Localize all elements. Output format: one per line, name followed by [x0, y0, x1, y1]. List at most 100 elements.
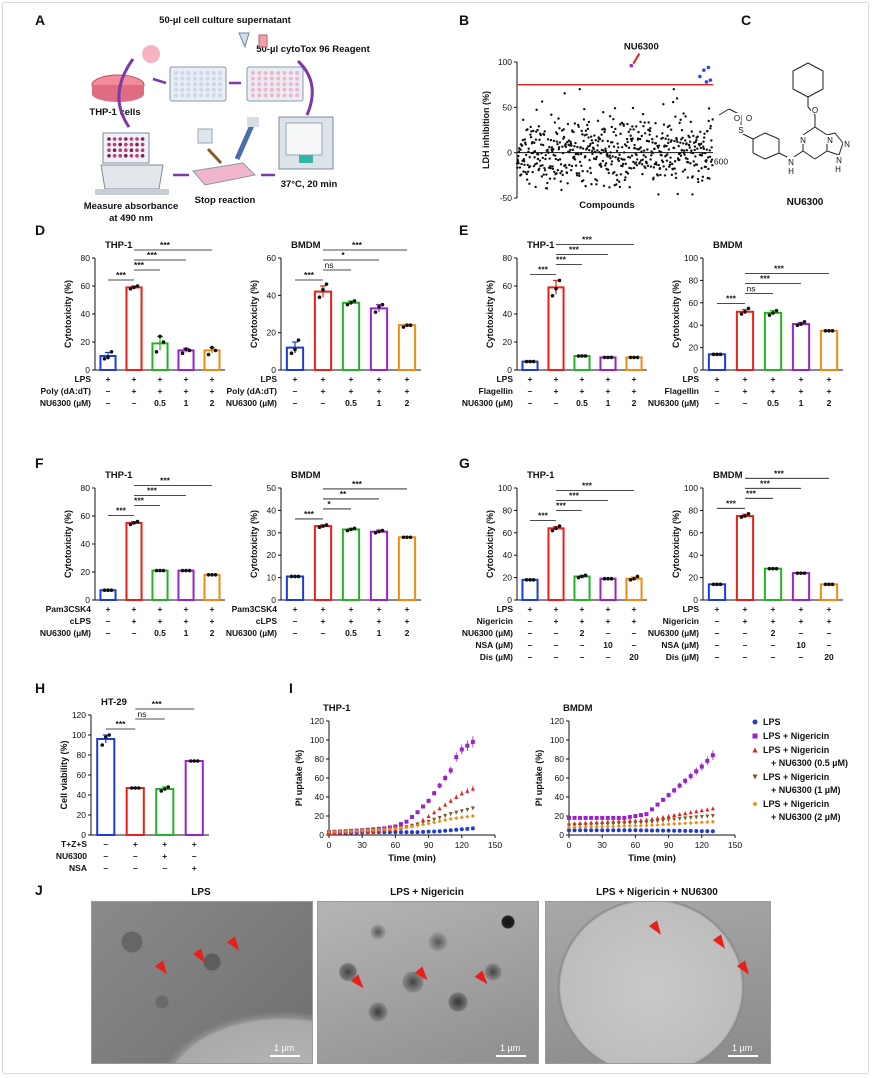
compound-point: [542, 173, 545, 176]
panel-letter-b: B: [459, 12, 469, 28]
series-marker: [448, 768, 453, 773]
compound-point: [674, 172, 677, 175]
compound-point: [528, 156, 531, 159]
pipette-icon: [234, 121, 256, 161]
compound-point: [709, 127, 712, 130]
plate-well: [263, 93, 268, 98]
chart-title: THP-1: [105, 470, 133, 481]
compound-point: [540, 152, 543, 155]
bar: [313, 290, 333, 372]
compound-point: [573, 158, 577, 161]
x-axis-label: Time (min): [628, 853, 676, 864]
plate-well: [199, 71, 204, 75]
condition-cell: –: [743, 640, 748, 650]
condition-cell: 1: [799, 398, 804, 408]
compound-point: [652, 176, 655, 180]
series-marker: [594, 815, 599, 820]
series-marker: [426, 829, 431, 834]
condition-cell: –: [132, 628, 137, 638]
data-point: [324, 282, 329, 286]
y-tick-label: 60: [267, 253, 277, 263]
compound-point: [582, 179, 585, 182]
compound-point: [594, 178, 597, 181]
legend-marker: [752, 747, 758, 753]
y-tick-label: 10: [267, 573, 277, 583]
significance-label: ***: [760, 478, 771, 488]
compound-point: [668, 163, 672, 167]
bar: [203, 573, 221, 601]
y-tick-label: 40: [689, 550, 699, 560]
compound-point: [667, 148, 671, 151]
compound-point: [656, 146, 660, 149]
compound-point: [617, 156, 620, 160]
bar: [285, 575, 305, 601]
data-point: [377, 304, 381, 309]
condition-label: NU6300 (µM): [226, 628, 277, 638]
atom-bg: [835, 155, 843, 164]
plate-well: [186, 93, 191, 98]
compound-point: [598, 137, 602, 141]
condition-label: NU6300 (µM): [40, 628, 91, 638]
significance-label: ***: [147, 250, 158, 260]
compound-point: [710, 146, 713, 149]
compound-point: [548, 157, 551, 160]
compound-point: [550, 146, 554, 149]
data-point: [210, 573, 214, 577]
plate-well: [135, 137, 139, 141]
compound-point: [646, 164, 650, 168]
compound-point: [561, 151, 565, 155]
series-marker: [443, 802, 448, 807]
significance-label: ***: [774, 468, 785, 478]
y-tick-label: 40: [77, 790, 87, 800]
atom-bg: [826, 135, 834, 144]
em-arrow-7: [648, 920, 666, 938]
series-marker: [666, 822, 671, 827]
stop-reaction-label: Stop reaction: [195, 195, 256, 206]
data-point: [373, 531, 378, 535]
plate-well: [199, 93, 204, 98]
compound-point: [562, 135, 566, 139]
y-tick-label: 100: [684, 253, 698, 263]
series-marker: [470, 739, 475, 744]
bar: [397, 324, 417, 372]
compound-point: [709, 160, 713, 163]
em-arrow-2: [192, 948, 210, 966]
compound-point: [654, 161, 658, 164]
pour-arrow: [206, 147, 223, 165]
data-point: [195, 759, 200, 763]
compound-point: [583, 134, 586, 137]
condition-cell: +: [405, 616, 410, 626]
compound-point: [596, 119, 600, 123]
data-point: [154, 568, 159, 573]
compound-point: [580, 129, 583, 133]
condition-cell: +: [827, 386, 832, 396]
atom-label: O: [812, 106, 818, 115]
panel-letter-g: G: [459, 455, 470, 471]
compound-point: [522, 170, 525, 173]
bar: [625, 577, 643, 601]
condition-cell: –: [799, 652, 804, 662]
compound-point: [619, 123, 622, 126]
data-point: [739, 312, 744, 316]
plate-well: [288, 87, 293, 92]
y-axis-label: Cytotoxicity (%): [249, 280, 259, 348]
data-point: [162, 787, 167, 791]
condition-cell: +: [580, 604, 585, 614]
condition-cell: –: [743, 652, 748, 662]
compound-point: [634, 161, 638, 164]
plate-well: [257, 87, 262, 92]
series-marker: [622, 815, 627, 820]
compound-point: [564, 163, 567, 167]
condition-cell: +: [210, 386, 215, 396]
compound-point: [516, 159, 520, 163]
compound-point: [635, 164, 639, 167]
compound-point: [602, 149, 605, 152]
compound-point: [591, 152, 594, 156]
plate-well: [199, 82, 204, 87]
compound-point: [665, 168, 668, 171]
chart-title: THP-1: [527, 240, 555, 251]
bar: [203, 349, 221, 371]
plate-well: [124, 148, 128, 152]
significance-label: ***: [569, 491, 580, 501]
compound-point: [636, 158, 639, 161]
